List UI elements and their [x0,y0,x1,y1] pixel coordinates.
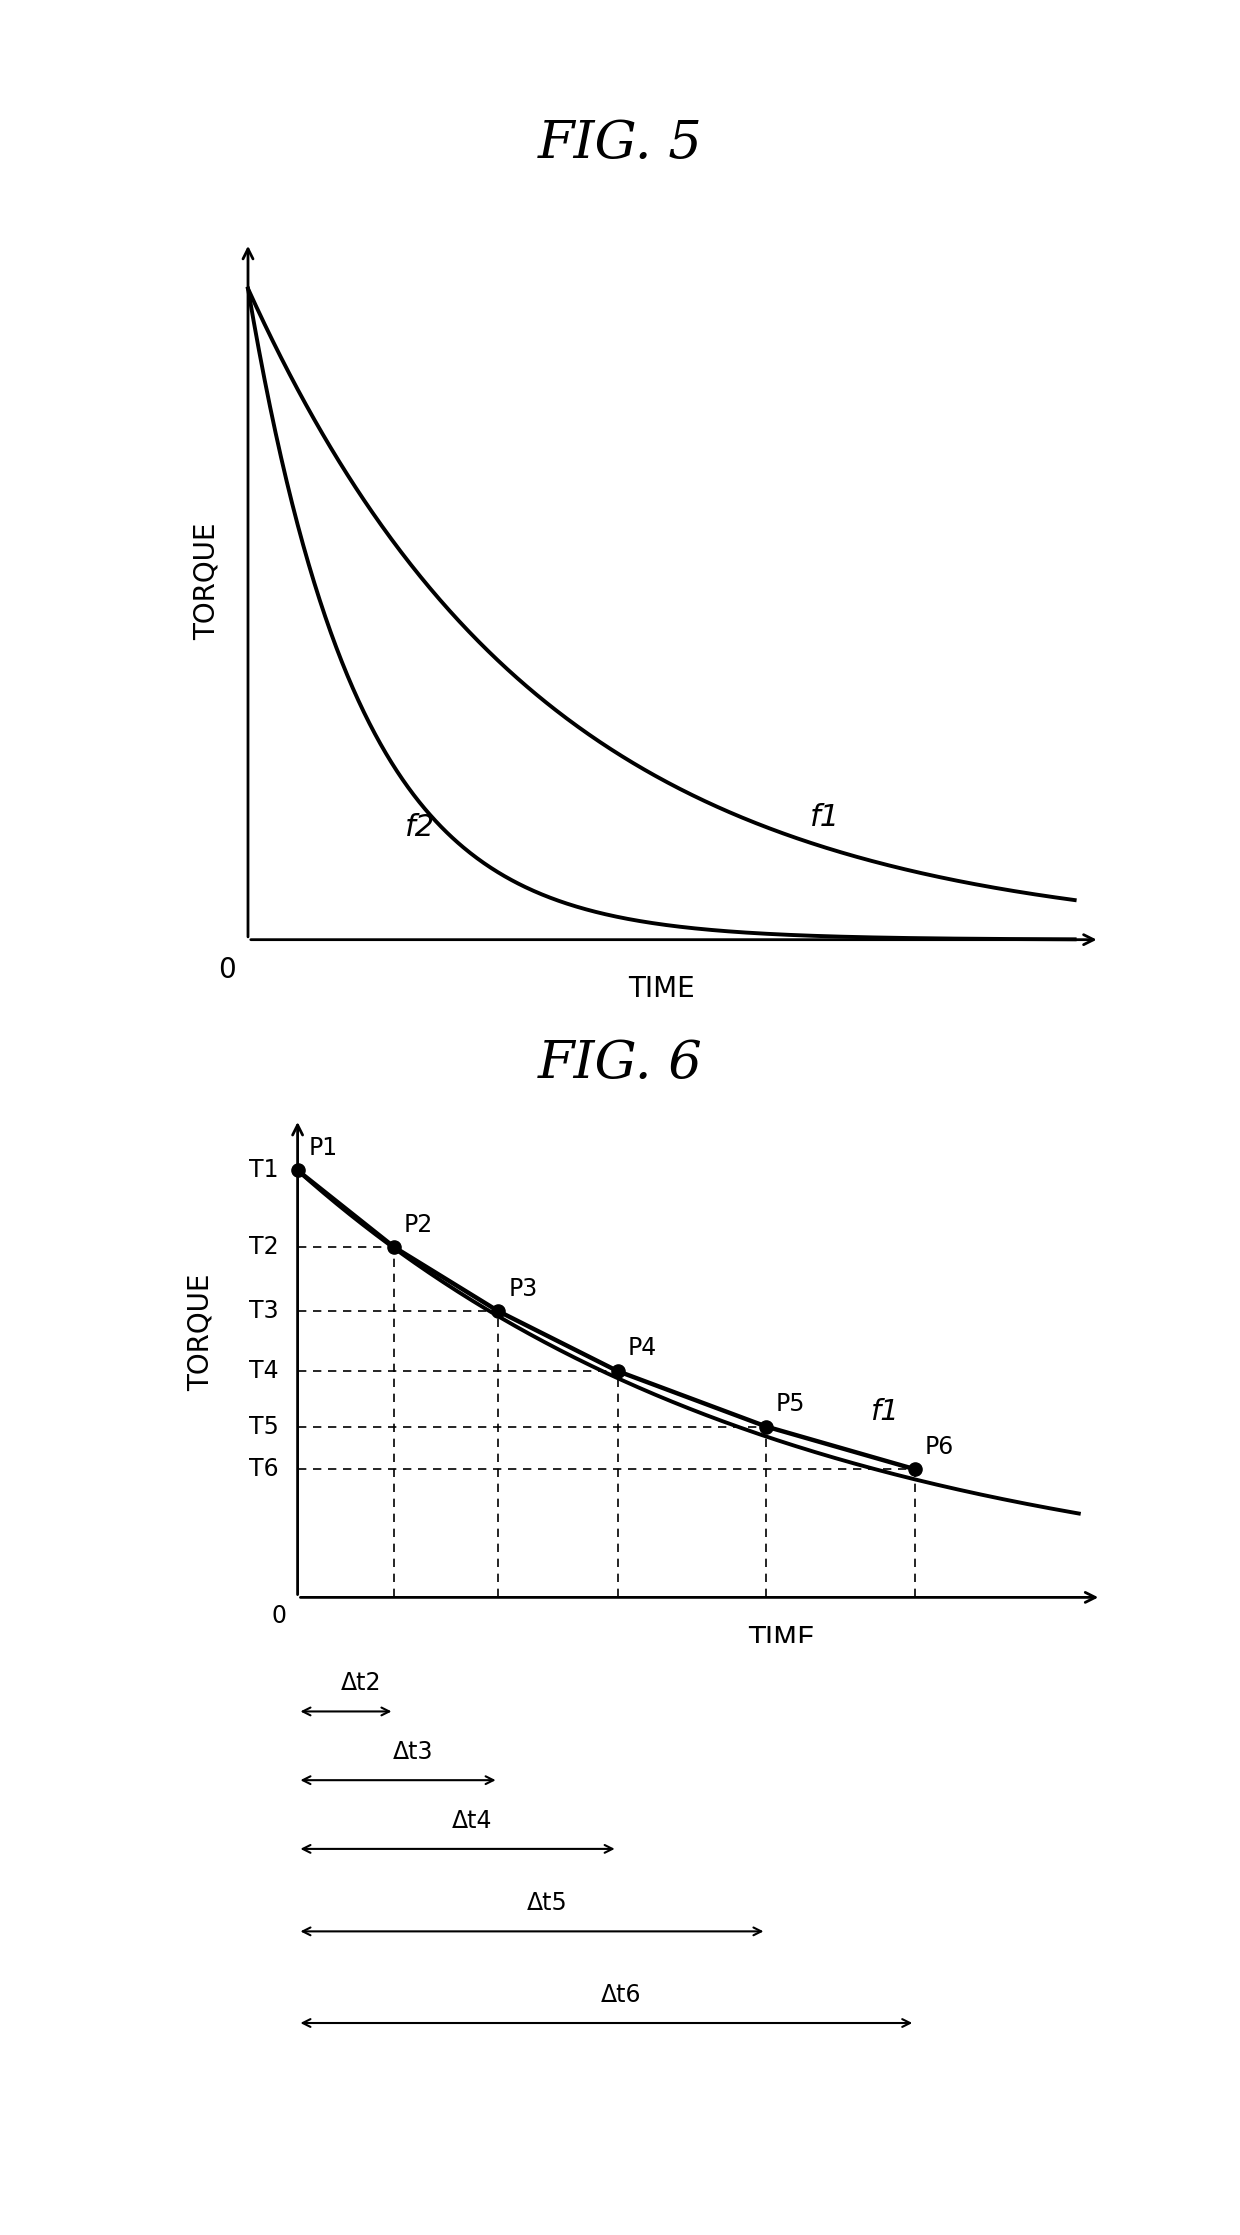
Text: T2: T2 [249,1236,279,1258]
Text: Δt6: Δt6 [601,1982,641,2007]
Text: T6: T6 [249,1457,279,1482]
Text: P4: P4 [627,1337,656,1361]
Point [905,1451,925,1486]
Text: P1: P1 [309,1135,337,1160]
Text: TORQUE: TORQUE [187,1274,215,1392]
Text: f1: f1 [870,1399,899,1426]
Text: 0: 0 [218,957,236,983]
Text: T3: T3 [249,1299,279,1323]
Point [489,1294,508,1330]
Text: TIME: TIME [627,974,694,1004]
Text: T1: T1 [249,1158,279,1182]
Text: P5: P5 [776,1392,806,1417]
Text: f2: f2 [405,814,435,843]
Text: Δt4: Δt4 [453,1808,492,1833]
Point [384,1229,404,1265]
Text: Δt3: Δt3 [393,1741,433,1763]
Text: TORQUE: TORQUE [192,523,221,641]
Text: 0: 0 [272,1605,286,1627]
Text: FIG. 6: FIG. 6 [538,1039,702,1088]
Text: P2: P2 [404,1214,433,1236]
Text: f1: f1 [810,802,841,831]
Point [608,1352,627,1388]
Point [288,1153,308,1189]
Text: FIG. 5: FIG. 5 [538,118,702,168]
Text: TIME: TIME [748,1625,815,1654]
Point [756,1408,776,1444]
Text: P3: P3 [508,1276,537,1301]
Text: T5: T5 [249,1415,279,1439]
Text: P6: P6 [925,1435,954,1459]
Text: T4: T4 [249,1359,279,1383]
Text: Δt2: Δt2 [341,1672,381,1696]
Text: Δt5: Δt5 [527,1891,567,1915]
